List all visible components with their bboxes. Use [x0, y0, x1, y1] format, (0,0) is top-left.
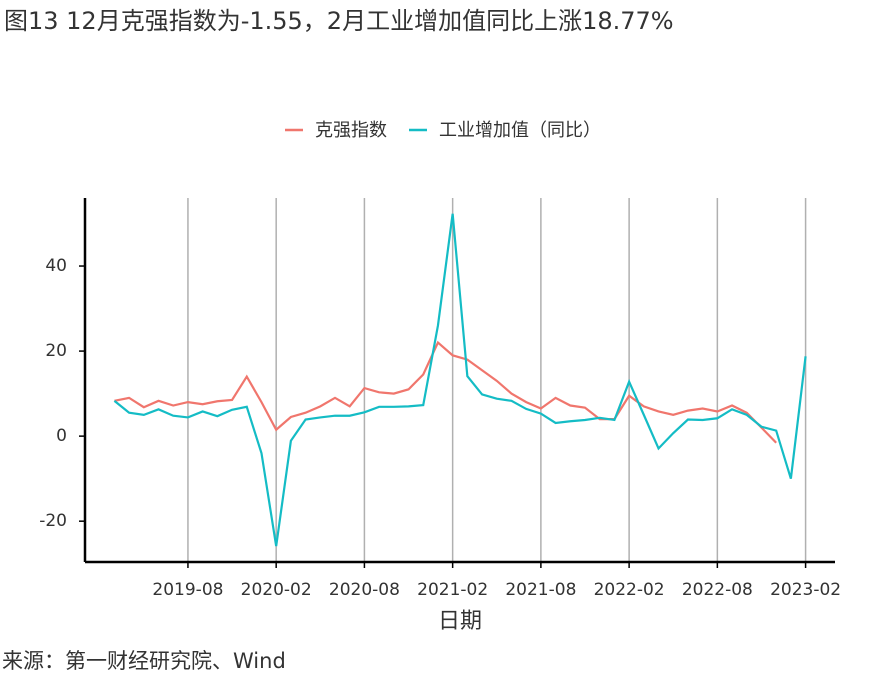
x-tick-label: 2019-08 — [152, 580, 223, 600]
line-series — [113, 213, 807, 547]
chart-title: 图13 12月克强指数为-1.55，2月工业增加值同比上涨18.77% — [4, 7, 674, 35]
x-tick-label: 2021-08 — [505, 580, 576, 600]
line-series — [114, 340, 777, 444]
legend-label: 工业增加值（同比） — [439, 120, 601, 141]
x-tick-label: 2020-02 — [241, 580, 312, 600]
legend-label: 克强指数 — [315, 120, 387, 141]
x-axis-label: 日期 — [438, 609, 482, 634]
x-tick-label: 2022-08 — [682, 580, 753, 600]
x-tick-label: 2020-08 — [329, 580, 400, 600]
x-tick-label: 2022-02 — [594, 580, 665, 600]
y-tick-label: 40 — [45, 256, 67, 276]
source: 来源：第一财经研究院、Wind — [2, 649, 286, 673]
x-tick-label: 2021-02 — [417, 580, 488, 600]
x-tick-label: 2023-02 — [770, 580, 841, 600]
y-tick-label: 0 — [56, 426, 67, 446]
y-tick-label: -20 — [39, 511, 67, 531]
y-tick-label: 20 — [45, 341, 67, 361]
